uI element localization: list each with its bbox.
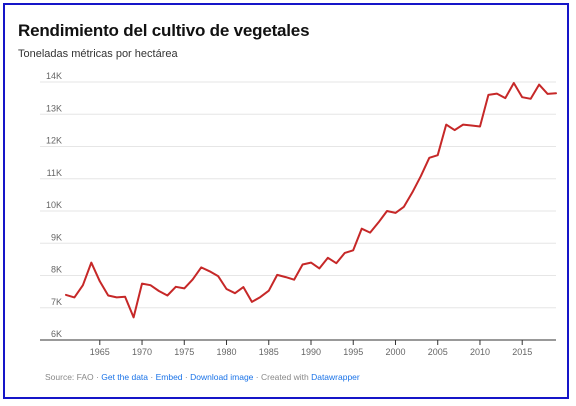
data-point (555, 92, 557, 94)
x-tick-label: 2010 (470, 347, 490, 357)
datawrapper-link[interactable]: Datawrapper (311, 372, 360, 382)
data-point (183, 287, 185, 289)
data-point (521, 96, 523, 98)
chart-frame (3, 3, 569, 399)
x-tick-label: 1970 (132, 347, 152, 357)
data-point (293, 279, 295, 281)
y-tick-label: 8K (51, 265, 62, 275)
x-tick-label: 1965 (90, 347, 110, 357)
data-point (133, 316, 135, 318)
data-point (538, 84, 540, 86)
data-point (487, 94, 489, 96)
data-point (65, 294, 67, 296)
data-point (259, 296, 261, 298)
data-point (73, 296, 75, 298)
x-tick-label: 1995 (343, 347, 363, 357)
y-tick-label: 6K (51, 329, 62, 339)
data-point (369, 232, 371, 234)
x-tick-label: 2000 (385, 347, 405, 357)
data-point (99, 280, 101, 282)
y-tick-label: 10K (46, 200, 62, 210)
data-point (285, 276, 287, 278)
data-point (471, 125, 473, 127)
data-point (107, 295, 109, 297)
download-image-link[interactable]: Download image (190, 372, 254, 382)
data-point (166, 295, 168, 297)
x-tick-label: 1975 (174, 347, 194, 357)
data-point (386, 210, 388, 212)
data-point (242, 286, 244, 288)
separator: · (253, 372, 261, 382)
data-point (209, 270, 211, 272)
data-point (90, 262, 92, 264)
data-point (462, 124, 464, 126)
data-point (200, 266, 202, 268)
data-point (226, 288, 228, 290)
data-point (150, 284, 152, 286)
data-point (310, 262, 312, 264)
data-point (344, 252, 346, 254)
series-line-group (65, 82, 557, 319)
data-point (302, 264, 304, 266)
separator: · (182, 372, 191, 382)
y-tick-label: 11K (47, 168, 62, 178)
separator: · (93, 372, 102, 382)
data-point (141, 283, 143, 285)
data-point (268, 290, 270, 292)
data-point (234, 292, 236, 294)
data-point (276, 274, 278, 276)
gridlines (40, 81, 556, 341)
x-tick-label: 1980 (217, 347, 237, 357)
data-point (454, 129, 456, 131)
y-tick-label: 9K (51, 232, 62, 242)
data-point (327, 257, 329, 259)
data-point (513, 82, 515, 84)
y-tick-label: 7K (51, 297, 62, 307)
data-point (175, 286, 177, 288)
y-tick-label: 14K (46, 71, 62, 81)
chart-subtitle: Toneladas métricas por hectárea (18, 48, 178, 60)
data-point (403, 206, 405, 208)
data-point (479, 126, 481, 128)
y-tick-labels: 6K 7K 8K 9K 10K 11K 12K 13K 14K (46, 71, 62, 339)
footer: Source: FAO · Get the data · Embed · Dow… (45, 372, 360, 382)
created-with-text: Created with (260, 372, 312, 382)
separator: · (148, 372, 156, 382)
data-point (217, 275, 219, 277)
data-point (116, 296, 118, 298)
x-tick-label: 1985 (259, 347, 279, 357)
source-text: Source: FAO (45, 372, 94, 382)
data-point (158, 290, 160, 292)
data-point (547, 93, 549, 95)
series-line (65, 82, 557, 319)
get-data-link[interactable]: Get the data (101, 372, 149, 382)
y-tick-label: 12K (46, 136, 62, 146)
data-point (496, 93, 498, 95)
data-point (411, 191, 413, 193)
data-point (445, 124, 447, 126)
x-tick-label: 1990 (301, 347, 321, 357)
x-tick-label: 2015 (512, 347, 532, 357)
embed-link[interactable]: Embed (155, 372, 183, 382)
data-point (395, 212, 397, 214)
data-point (335, 262, 337, 264)
data-point (352, 249, 354, 251)
data-point (504, 97, 506, 99)
data-point (437, 154, 439, 156)
y-tick-label: 13K (46, 103, 62, 113)
data-point (82, 284, 84, 286)
data-point (361, 228, 363, 230)
data-point (428, 157, 430, 159)
data-point (530, 98, 532, 100)
x-tick-label: 2005 (428, 347, 448, 357)
data-point (378, 221, 380, 223)
data-point (420, 175, 422, 177)
data-point (192, 278, 194, 280)
chart-title: Rendimiento del cultivo de vegetales (18, 21, 310, 40)
data-point (124, 296, 126, 298)
data-point (318, 267, 320, 269)
x-ticks: 1965 1970 1975 1980 1985 1990 1995 2000 2005 2010… (90, 340, 532, 357)
data-point (251, 301, 253, 303)
